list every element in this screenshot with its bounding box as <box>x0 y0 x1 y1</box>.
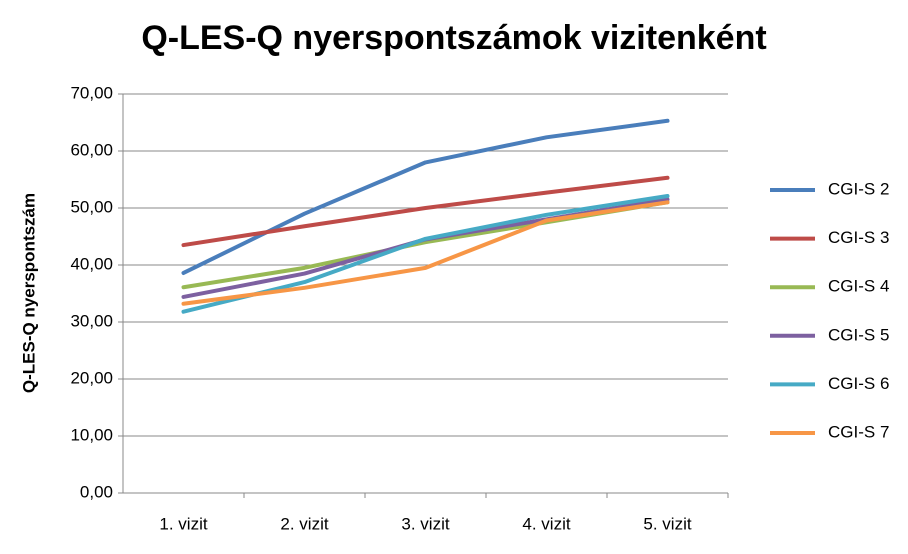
y-tick-label: 50,00 <box>70 197 113 216</box>
series-line <box>181 118 670 275</box>
legend-label: CGI-S 7 <box>828 422 889 441</box>
legend-label: CGI-S 2 <box>828 179 889 198</box>
chart-title: Q-LES-Q nyerspontszámok vizitenként <box>141 19 766 57</box>
legend-label: CGI-S 3 <box>828 228 889 247</box>
x-tick-label: 1. vizit <box>159 514 207 533</box>
legend-label: CGI-S 4 <box>828 277 889 296</box>
x-tick-label: 2. vizit <box>280 514 328 533</box>
x-tick-label: 4. vizit <box>522 514 570 533</box>
y-tick-label: 10,00 <box>70 425 113 444</box>
y-tick-label: 0,00 <box>80 482 113 501</box>
series-line <box>181 175 670 248</box>
y-tick-label: 70,00 <box>70 83 113 102</box>
series-line <box>181 200 670 306</box>
legend-label: CGI-S 6 <box>828 374 889 393</box>
y-tick-label: 60,00 <box>70 140 113 159</box>
x-tick-label: 3. vizit <box>401 514 449 533</box>
y-tick-label: 20,00 <box>70 368 113 387</box>
y-tick-label: 30,00 <box>70 311 113 330</box>
x-tick-label: 5. vizit <box>643 514 691 533</box>
y-axis-label: Q-LES-Q nyerspontszám <box>19 193 38 393</box>
legend-label: CGI-S 5 <box>828 325 889 344</box>
y-tick-label: 40,00 <box>70 254 113 273</box>
